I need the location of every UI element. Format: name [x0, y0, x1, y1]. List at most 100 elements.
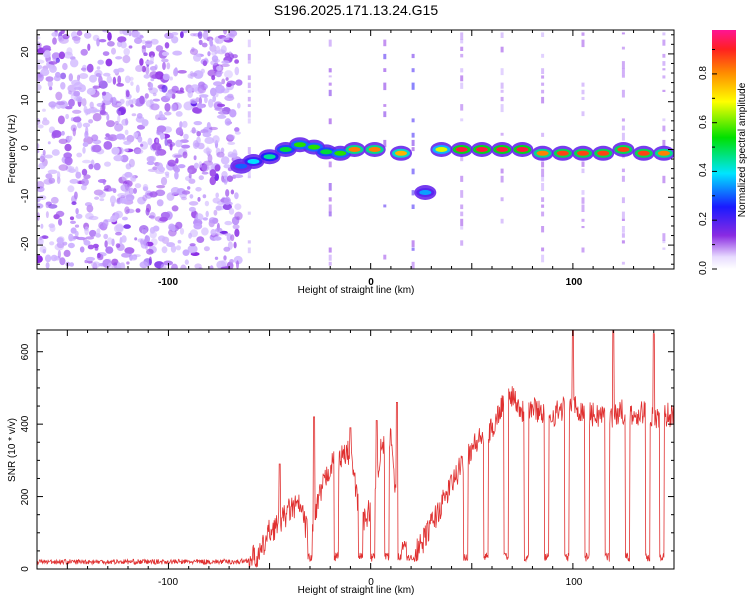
noise-blob: [124, 247, 135, 255]
noise-blob: [144, 242, 149, 251]
noise-blob: [161, 246, 168, 254]
interference-streak: [460, 218, 464, 226]
noise-blob: [209, 40, 214, 47]
noise-blob: [199, 94, 209, 98]
ridge-core: [308, 144, 320, 150]
noise-blob: [174, 154, 183, 158]
noise-blob: [209, 126, 218, 131]
noise-blob: [111, 147, 120, 155]
noise-blob: [114, 123, 124, 132]
ridge-core: [536, 150, 549, 156]
noise-blob: [140, 239, 144, 245]
interference-streak: [411, 147, 415, 152]
noise-blob: [73, 86, 82, 91]
noise-blob: [207, 154, 213, 163]
noise-blob: [149, 66, 157, 71]
noise-blob: [124, 171, 133, 178]
noise-blob: [234, 228, 240, 237]
noise-blob: [82, 122, 91, 128]
interference-streak: [328, 118, 332, 125]
interference-streak: [622, 269, 625, 276]
noise-blob: [44, 154, 53, 159]
noise-blob: [159, 114, 166, 120]
interference-streak: [662, 68, 666, 71]
bottom-ytick-label: 600: [20, 343, 31, 360]
noise-blob: [37, 124, 44, 129]
noise-blob: [137, 136, 143, 143]
interference-streak: [411, 204, 415, 209]
noise-blob: [42, 249, 47, 254]
colorbar-tick-label: 0.4: [698, 163, 709, 177]
noise-blob: [193, 155, 197, 161]
interference-streak: [328, 254, 332, 261]
noise-blob: [195, 187, 202, 192]
noise-blob: [150, 103, 160, 111]
interference-streak: [460, 154, 464, 162]
noise-blob: [72, 109, 82, 114]
colorbar: 0.0 0.2 0.4 0.6 0.8 Normalized spectral …: [698, 30, 748, 275]
noise-blob: [145, 40, 153, 44]
noise-blob: [151, 74, 160, 79]
noise-blob: [55, 91, 63, 101]
noise-blob: [125, 90, 130, 98]
noise-blob: [233, 241, 237, 249]
noise-blob: [229, 109, 237, 118]
noise-blob: [84, 226, 89, 236]
noise-blob: [139, 58, 144, 66]
noise-blob: [37, 181, 45, 189]
noise-blob: [170, 187, 180, 195]
noise-blob: [111, 47, 116, 55]
noise-blob: [75, 166, 79, 174]
interference-streak: [411, 118, 415, 123]
noise-blob: [96, 253, 104, 261]
interference-streak: [541, 247, 545, 252]
noise-blob: [221, 178, 226, 183]
noise-blob: [37, 118, 41, 126]
noise-blob: [37, 143, 40, 149]
noise-blob: [237, 102, 241, 109]
noise-blob: [234, 127, 240, 133]
noise-blob: [193, 70, 204, 79]
spectrogram-ticks: [37, 30, 674, 269]
noise-blob: [96, 37, 100, 47]
interference-streak: [328, 161, 332, 168]
noise-blob: [227, 141, 236, 145]
interference-streak: [247, 168, 251, 177]
interference-streak: [621, 218, 625, 221]
noise-blob: [149, 191, 158, 198]
ridge-core: [293, 142, 306, 148]
noise-blob: [66, 47, 73, 56]
noise-blob: [211, 75, 216, 81]
noise-blob: [93, 162, 101, 171]
noise-blob: [170, 32, 179, 36]
ridge-core: [577, 150, 589, 156]
noise-blob: [172, 50, 183, 56]
noise-blob: [131, 113, 137, 117]
noise-blob: [144, 93, 149, 99]
noise-blob: [48, 177, 56, 184]
noise-blob: [72, 116, 82, 123]
noise-blob: [167, 159, 176, 167]
noise-blob: [37, 197, 41, 203]
noise-blob: [113, 154, 123, 162]
noise-blob: [37, 64, 43, 70]
noise-blob: [146, 248, 154, 255]
noise-blob: [182, 120, 188, 128]
interference-streak: [662, 39, 666, 46]
noise-blob: [104, 240, 108, 248]
noise-blob: [117, 262, 121, 269]
noise-blob: [105, 58, 113, 67]
noise-blob: [233, 174, 244, 179]
noise-blob: [37, 149, 40, 154]
noise-blob: [56, 237, 64, 244]
noise-blob: [175, 221, 183, 230]
noise-blob: [87, 43, 91, 51]
noise-blob: [164, 171, 170, 176]
noise-blob: [68, 135, 73, 141]
noise-blob: [86, 87, 96, 96]
noise-blob: [73, 37, 81, 44]
noise-blob: [187, 169, 193, 174]
noise-blob: [235, 79, 243, 86]
noise-blob: [141, 45, 147, 54]
noise-blob: [213, 58, 220, 63]
